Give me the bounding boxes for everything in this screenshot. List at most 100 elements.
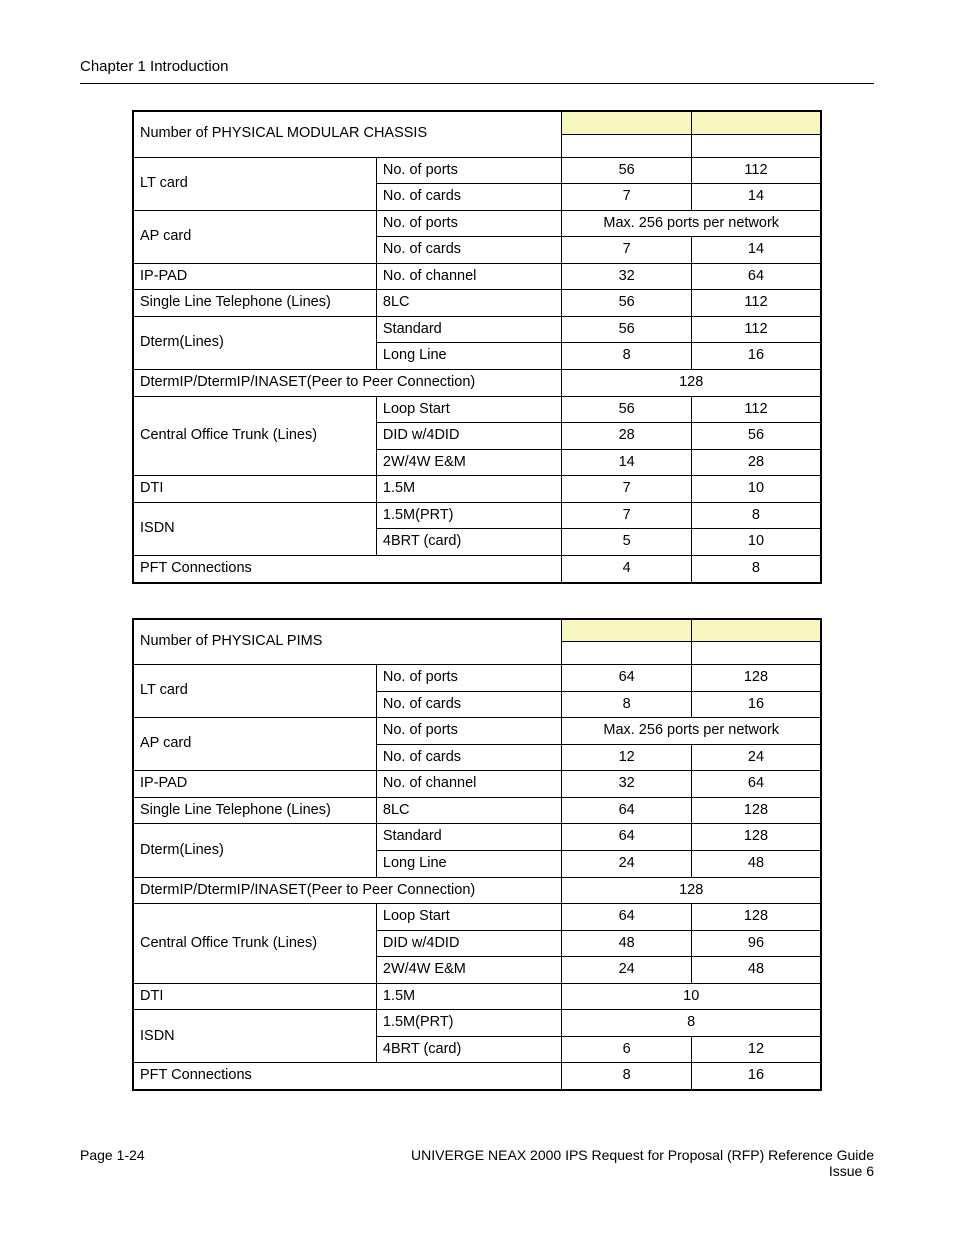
row-value-col4: 16 <box>691 1063 821 1090</box>
capacity-table-0: Number of PHYSICAL MODULAR CHASSISLT car… <box>132 110 822 584</box>
row-value-col4: 16 <box>691 343 821 370</box>
row-value-col4: 14 <box>691 184 821 211</box>
row-value-col3: 8 <box>562 343 692 370</box>
row-label: IP-PAD <box>133 771 376 798</box>
table-row: Single Line Telephone (Lines)8LC56112 <box>133 290 821 317</box>
row-value-merged: 10 <box>562 983 821 1010</box>
row-value-col3: 7 <box>562 184 692 211</box>
table-row: Dterm(Lines)Standard64128 <box>133 824 821 851</box>
row-sublabel: No. of cards <box>376 744 562 771</box>
row-sublabel: No. of channel <box>376 263 562 290</box>
table-row: Single Line Telephone (Lines)8LC64128 <box>133 797 821 824</box>
row-sublabel: 4BRT (card) <box>376 529 562 556</box>
row-sublabel: 8LC <box>376 290 562 317</box>
row-value-col4: 128 <box>691 904 821 931</box>
row-value-col4: 24 <box>691 744 821 771</box>
table-row: DTI1.5M10 <box>133 983 821 1010</box>
row-sublabel: 1.5M <box>376 983 562 1010</box>
row-label: AP card <box>133 210 376 263</box>
row-value-col3: 24 <box>562 957 692 984</box>
row-value-col3: 7 <box>562 476 692 503</box>
table-row: Dterm(Lines)Standard56112 <box>133 316 821 343</box>
row-label: Central Office Trunk (Lines) <box>133 904 376 984</box>
row-value-merged: 128 <box>562 370 821 397</box>
table-row: DTI1.5M710 <box>133 476 821 503</box>
row-value-col4: 112 <box>691 396 821 423</box>
row-value-col3: 7 <box>562 502 692 529</box>
row-value-merged: 8 <box>562 1010 821 1037</box>
row-label: Dterm(Lines) <box>133 316 376 369</box>
row-value-col3: 48 <box>562 930 692 957</box>
row-value-col4: 112 <box>691 290 821 317</box>
chapter-header: Chapter 1 Introduction <box>80 58 874 75</box>
row-label: Single Line Telephone (Lines) <box>133 797 376 824</box>
table-row: DtermIP/DtermIP/INASET(Peer to Peer Conn… <box>133 370 821 397</box>
row-sublabel: Standard <box>376 316 562 343</box>
page-number: Page 1-24 <box>80 1147 145 1163</box>
table-row: IP-PADNo. of channel3264 <box>133 771 821 798</box>
header-col-4 <box>691 619 821 642</box>
row-value-col3: 6 <box>562 1036 692 1063</box>
table-row: PFT Connections48 <box>133 555 821 582</box>
row-sublabel: 8LC <box>376 797 562 824</box>
table-row: DtermIP/DtermIP/INASET(Peer to Peer Conn… <box>133 877 821 904</box>
header-col-4 <box>691 111 821 134</box>
row-sublabel: No. of ports <box>376 665 562 692</box>
capacity-table-1: Number of PHYSICAL PIMSLT cardNo. of por… <box>132 618 822 1092</box>
row-value-col4: 112 <box>691 316 821 343</box>
header-col-3 <box>562 619 692 642</box>
row-value-col4: 14 <box>691 237 821 264</box>
row-value-col4: 128 <box>691 665 821 692</box>
row-sublabel: 2W/4W E&M <box>376 957 562 984</box>
footer-title-line1: UNIVERGE NEAX 2000 IPS Request for Propo… <box>411 1147 874 1163</box>
row-value-col4: 28 <box>691 449 821 476</box>
row-value-col4: 64 <box>691 771 821 798</box>
row-label: AP card <box>133 718 376 771</box>
row-value-col4: 96 <box>691 930 821 957</box>
header-col-3 <box>562 111 692 134</box>
row-sublabel: Loop Start <box>376 904 562 931</box>
row-label: DTI <box>133 983 376 1010</box>
row-value-col3: 56 <box>562 290 692 317</box>
row-sublabel: DID w/4DID <box>376 423 562 450</box>
row-value-col4: 48 <box>691 957 821 984</box>
table-title: Number of PHYSICAL PIMS <box>133 619 562 665</box>
row-value-col4: 128 <box>691 797 821 824</box>
row-value-col4: 10 <box>691 476 821 503</box>
header-sub-col-4 <box>691 642 821 665</box>
row-sublabel: No. of cards <box>376 237 562 264</box>
row-value-col3: 28 <box>562 423 692 450</box>
row-value-col3: 56 <box>562 316 692 343</box>
table-row: AP cardNo. of portsMax. 256 ports per ne… <box>133 210 821 237</box>
header-sub-col-4 <box>691 134 821 157</box>
row-value-col3: 8 <box>562 691 692 718</box>
tables-container: Number of PHYSICAL MODULAR CHASSISLT car… <box>80 110 874 1091</box>
row-sublabel: No. of ports <box>376 157 562 184</box>
document-page: Chapter 1 Introduction Number of PHYSICA… <box>0 0 954 1235</box>
header-sub-col-3 <box>562 134 692 157</box>
table-row: Central Office Trunk (Lines)Loop Start64… <box>133 904 821 931</box>
row-sublabel: No. of ports <box>376 210 562 237</box>
footer-doc-title: UNIVERGE NEAX 2000 IPS Request for Propo… <box>411 1147 874 1179</box>
table-row: LT cardNo. of ports64128 <box>133 665 821 692</box>
row-label: IP-PAD <box>133 263 376 290</box>
row-value-col3: 32 <box>562 771 692 798</box>
table-row: IP-PADNo. of channel3264 <box>133 263 821 290</box>
row-value-col3: 64 <box>562 904 692 931</box>
row-value-col3: 7 <box>562 237 692 264</box>
table-row: Central Office Trunk (Lines)Loop Start56… <box>133 396 821 423</box>
row-value-col4: 10 <box>691 529 821 556</box>
row-label: Central Office Trunk (Lines) <box>133 396 376 476</box>
row-sublabel: Standard <box>376 824 562 851</box>
row-sublabel: No. of cards <box>376 184 562 211</box>
footer-title-line2: Issue 6 <box>829 1163 874 1179</box>
row-sublabel: Long Line <box>376 850 562 877</box>
table-title: Number of PHYSICAL MODULAR CHASSIS <box>133 111 562 157</box>
header-rule <box>80 83 874 84</box>
row-value-col3: 24 <box>562 850 692 877</box>
row-value-col3: 56 <box>562 396 692 423</box>
row-label: LT card <box>133 157 376 210</box>
row-label: DtermIP/DtermIP/INASET(Peer to Peer Conn… <box>133 877 562 904</box>
row-value-merged: 128 <box>562 877 821 904</box>
row-value-col3: 5 <box>562 529 692 556</box>
